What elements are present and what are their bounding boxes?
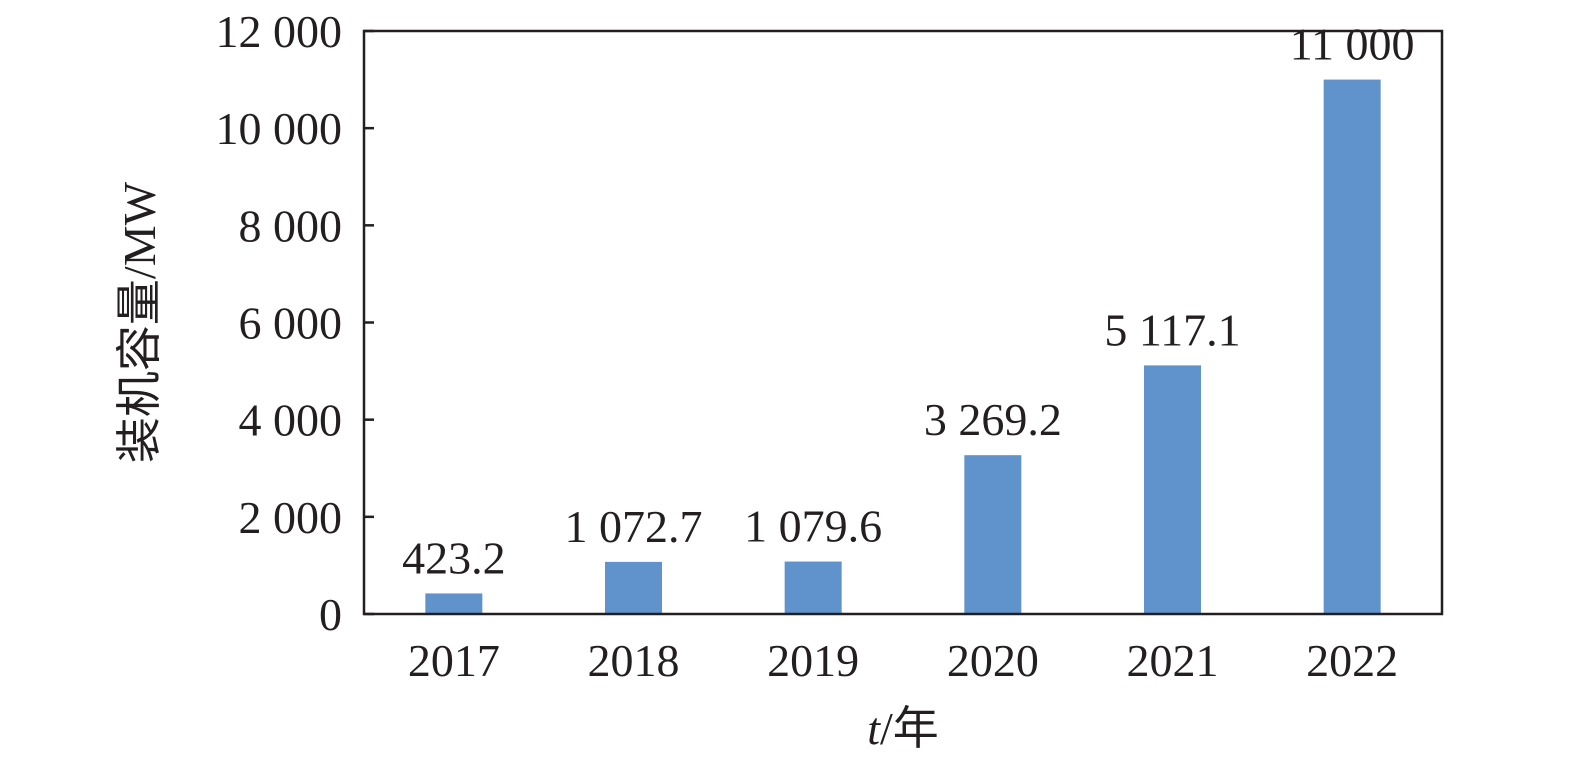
plot-frame (362, 29, 1444, 616)
y-tick-label: 6 000 (239, 298, 343, 349)
x-axis-label-italic: t (867, 703, 881, 754)
x-tick-label-2020: 2020 (947, 635, 1039, 686)
x-axis-label-rest: /年 (880, 703, 939, 754)
x-tick-label-2022: 2022 (1306, 635, 1398, 686)
bar-2020 (964, 455, 1022, 614)
x-tick-label-2019: 2019 (767, 635, 859, 686)
y-tick-label: 8 000 (239, 200, 343, 251)
y-tick-label: 12 000 (216, 6, 343, 57)
data-label-2021: 5 117.1 (1104, 304, 1240, 355)
data-label-2018: 1 072.7 (565, 501, 703, 552)
x-tick-label-2018: 2018 (588, 635, 680, 686)
bar-2017 (425, 593, 483, 614)
data-label-2019: 1 079.6 (744, 501, 882, 552)
y-axis-label: 装机容量/MW (114, 181, 165, 463)
bar-2022 (1323, 79, 1381, 615)
y-tick-label: 4 000 (239, 395, 343, 446)
bar-2019 (784, 561, 842, 614)
x-tick-label-2021: 2021 (1127, 635, 1219, 686)
y-tick-label: 0 (319, 589, 342, 640)
x-ticks-group: 2017 2018 2019 2020 2021 2022 (408, 635, 1398, 686)
y-tick-label: 10 000 (216, 103, 343, 154)
y-ticks-group: 0 2 000 4 000 6 000 8 000 10 000 12 000 (216, 6, 374, 640)
x-tick-label-2017: 2017 (408, 635, 500, 686)
bar-2021 (1144, 365, 1201, 614)
y-tick-label: 2 000 (239, 492, 343, 543)
data-label-2022: 11 000 (1290, 19, 1415, 70)
x-axis-label: t/年 (867, 703, 939, 754)
data-label-2017: 423.2 (402, 532, 506, 583)
data-label-2020: 3 269.2 (924, 394, 1062, 445)
data-labels-group: 423.2 1 072.7 1 079.6 3 269.2 5 117.1 11 000 (402, 19, 1414, 584)
bars-group (425, 79, 1381, 615)
bar-2018 (605, 561, 662, 614)
